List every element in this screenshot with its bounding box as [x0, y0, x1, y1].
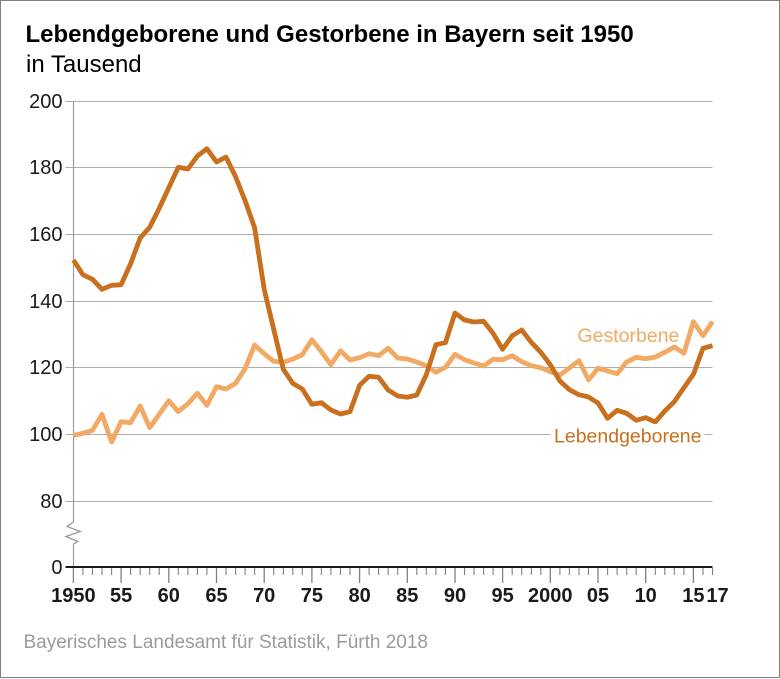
- svg-text:85: 85: [396, 585, 418, 607]
- svg-text:120: 120: [29, 357, 62, 379]
- svg-text:70: 70: [253, 585, 275, 607]
- svg-text:100: 100: [29, 424, 62, 446]
- svg-text:1950: 1950: [51, 585, 96, 607]
- svg-text:05: 05: [587, 585, 609, 607]
- svg-text:160: 160: [29, 224, 62, 246]
- svg-text:10: 10: [635, 585, 657, 607]
- svg-text:Lebendgeborene: Lebendgeborene: [554, 426, 701, 448]
- svg-text:95: 95: [491, 585, 513, 607]
- svg-text:80: 80: [40, 491, 62, 513]
- svg-text:75: 75: [301, 585, 323, 607]
- svg-text:2000: 2000: [528, 585, 573, 607]
- svg-text:65: 65: [205, 585, 227, 607]
- svg-text:Gestorbene: Gestorbene: [578, 325, 680, 347]
- svg-text:90: 90: [444, 585, 466, 607]
- svg-text:60: 60: [158, 585, 180, 607]
- svg-text:15: 15: [682, 585, 704, 607]
- svg-text:55: 55: [110, 585, 132, 607]
- svg-text:0: 0: [51, 557, 62, 579]
- svg-text:17: 17: [706, 585, 728, 607]
- svg-text:80: 80: [348, 585, 370, 607]
- svg-text:180: 180: [29, 157, 62, 179]
- svg-text:200: 200: [29, 91, 62, 113]
- svg-text:140: 140: [29, 291, 62, 313]
